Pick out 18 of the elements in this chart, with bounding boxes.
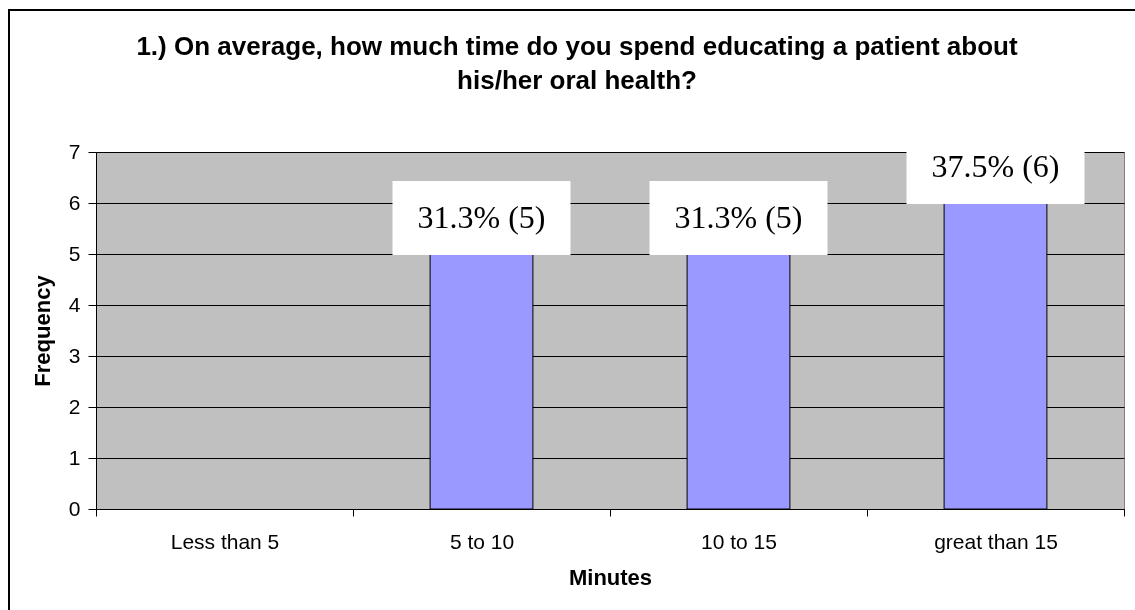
data-label: 37.5% (6) [931, 148, 1060, 184]
y-tick-label: 4 [68, 292, 81, 316]
y-axis-title: Frequency [29, 274, 55, 387]
y-tick-label: 7 [68, 139, 81, 163]
x-tick-label: great than 15 [934, 529, 1058, 553]
x-tick-label: 5 to 10 [449, 529, 515, 553]
chart-title: 1.) On average, how much time do you spend educating a patient about his/her oral health? [136, 31, 1018, 95]
y-tick-label: 3 [68, 343, 81, 367]
y-tick-label: 6 [68, 190, 81, 214]
y-tick-label: 2 [68, 394, 81, 418]
y-tick-label: 5 [68, 241, 81, 265]
x-tick-label: 10 to 15 [701, 529, 777, 553]
data-label: 31.3% (5) [674, 199, 803, 235]
y-tick-label: 1 [68, 445, 81, 469]
x-axis-title: Minutes [568, 564, 653, 590]
x-tick-label: Less than 5 [170, 529, 280, 553]
y-tick-label: 0 [68, 496, 81, 520]
data-label: 31.3% (5) [417, 199, 546, 235]
